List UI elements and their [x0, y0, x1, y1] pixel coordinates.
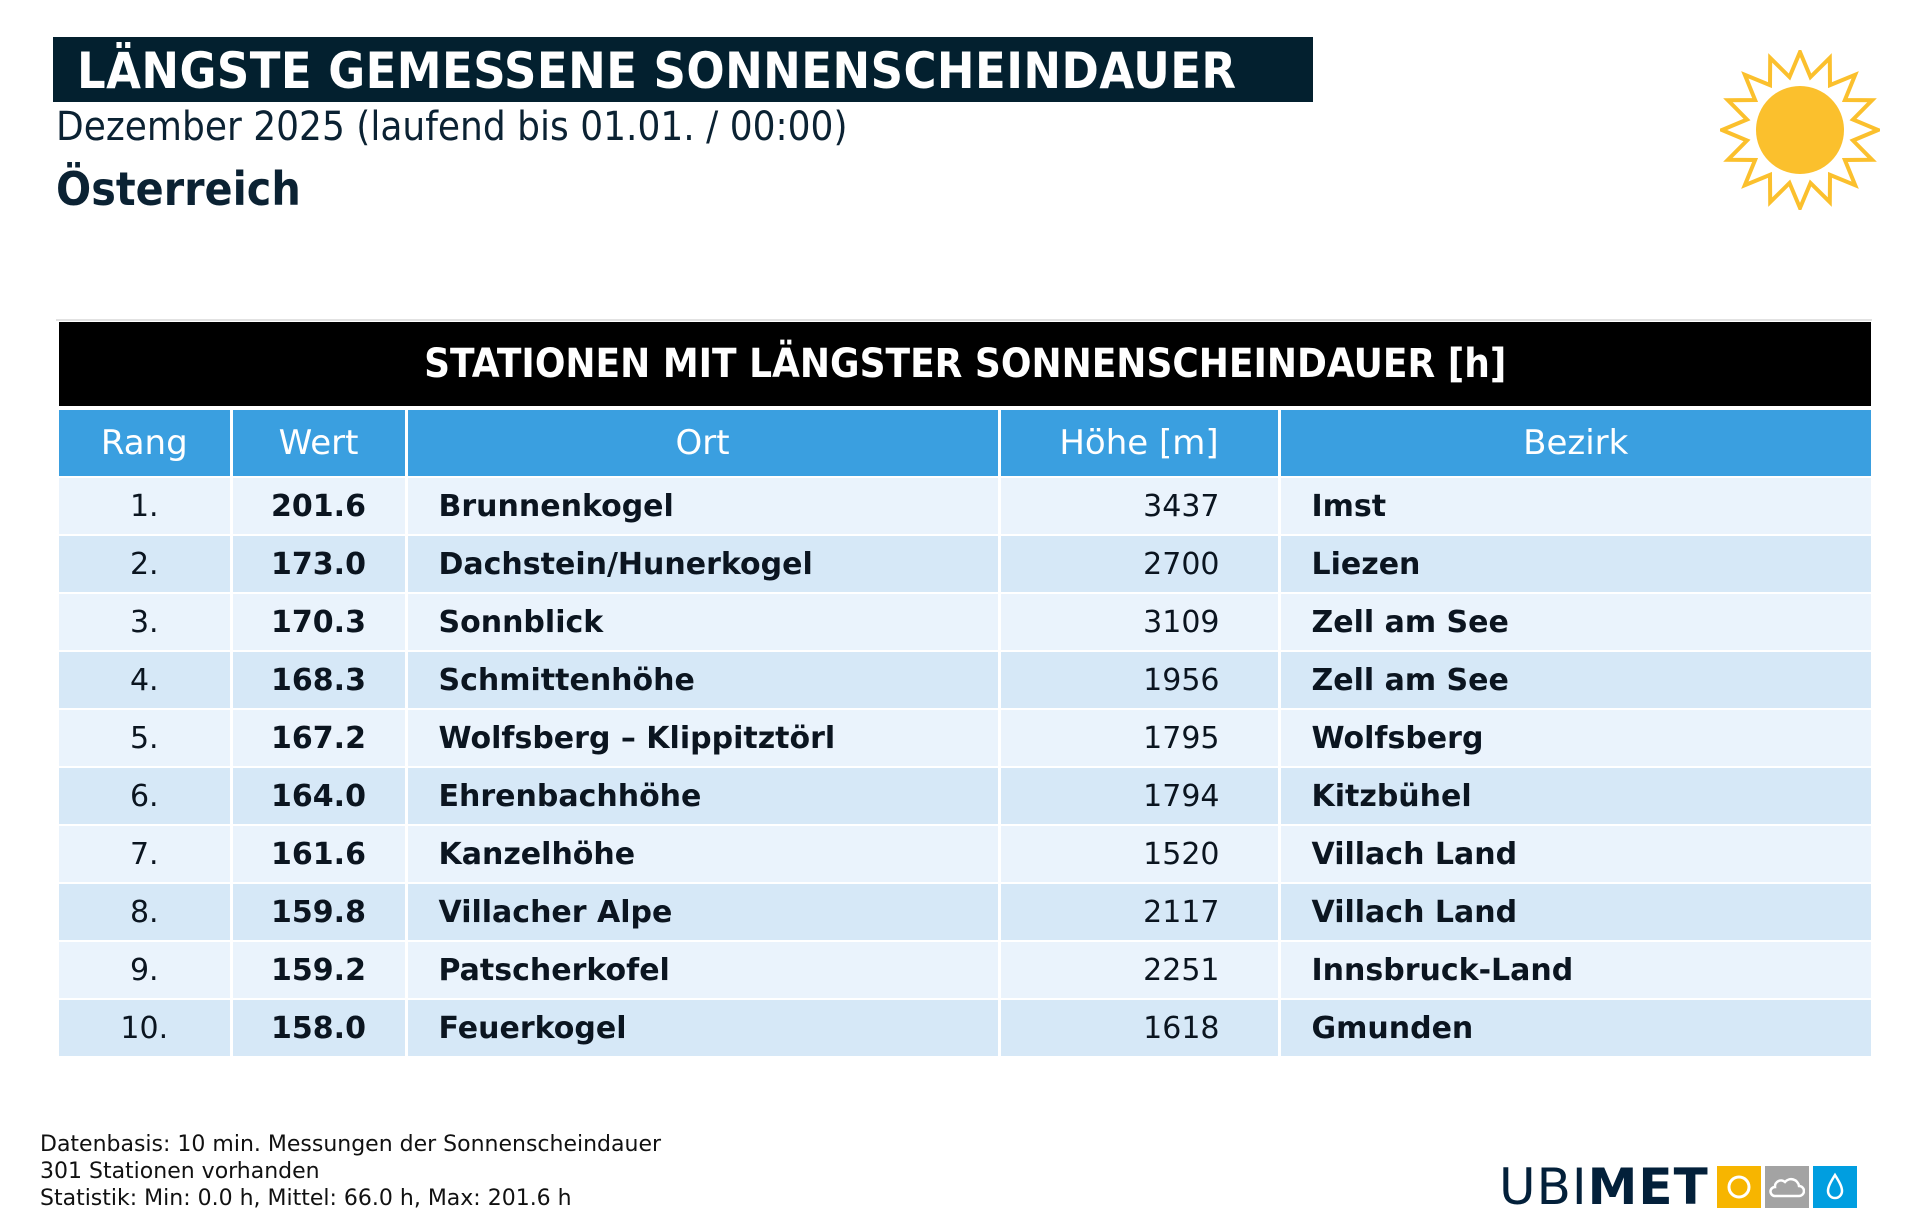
- station-cell: Villacher Alpe: [404, 882, 999, 941]
- footer-notes: Datenbasis: 10 min. Messungen der Sonnen…: [40, 1131, 661, 1212]
- rank-cell: 1.: [59, 476, 231, 535]
- table-row: 3. 170.3 Sonnblick 3109 Zell am See: [59, 592, 1871, 651]
- value-cell: 158.0: [229, 998, 406, 1056]
- district-cell: Innsbruck-Land: [1277, 940, 1871, 999]
- table-row: 10. 158.0 Feuerkogel 1618 Gmunden: [59, 998, 1871, 1056]
- stations-table: Rang Wert Ort Höhe [m] Bezirk 1. 201.6 Bru…: [59, 410, 1871, 1056]
- altitude-cell: 2251: [997, 940, 1279, 999]
- column-header-ort: Ort: [404, 410, 999, 477]
- table-row: 9. 159.2 Patscherkofel 2251 Innsbruck-Land: [59, 940, 1871, 999]
- altitude-cell: 3437: [997, 476, 1279, 535]
- footer-line-data-basis: Datenbasis: 10 min. Messungen der Sonnen…: [40, 1132, 662, 1157]
- altitude-cell: 1794: [997, 766, 1279, 825]
- rank-cell: 9.: [59, 940, 231, 999]
- table-title-text: STATIONEN MIT LÄNGSTER SONNENSCHEINDAUER…: [423, 341, 1507, 387]
- station-cell: Wolfsberg – Klippitztörl: [404, 708, 999, 767]
- column-header-hoehe: Höhe [m]: [997, 410, 1279, 477]
- district-cell: Villach Land: [1277, 882, 1871, 941]
- district-cell: Zell am See: [1277, 592, 1871, 651]
- rank-cell: 4.: [59, 650, 231, 709]
- column-header-bezirk: Bezirk: [1277, 410, 1871, 477]
- rank-cell: 3.: [59, 592, 231, 651]
- drop-icon: [1812, 1166, 1857, 1208]
- table-row: 8. 159.8 Villacher Alpe 2117 Villach Land: [59, 882, 1871, 941]
- station-cell: Brunnenkogel: [404, 476, 999, 535]
- rank-cell: 2.: [59, 534, 231, 593]
- district-cell: Imst: [1277, 476, 1871, 535]
- table-title: STATIONEN MIT LÄNGSTER SONNENSCHEINDAUER…: [59, 322, 1871, 406]
- table-row: 6. 164.0 Ehrenbachhöhe 1794 Kitzbühel: [59, 766, 1871, 825]
- station-cell: Kanzelhöhe: [404, 824, 999, 883]
- page-subtitle: Dezember 2025 (laufend bis 01.01. / 00:0…: [56, 104, 848, 150]
- value-cell: 161.6: [229, 824, 406, 883]
- district-cell: Liezen: [1277, 534, 1871, 593]
- region-label: Österreich: [56, 162, 301, 216]
- title-banner: LÄNGSTE GEMESSENE SONNENSCHEINDAUER: [53, 37, 1313, 102]
- rank-cell: 5.: [59, 708, 231, 767]
- district-cell: Gmunden: [1277, 998, 1871, 1056]
- cloud-icon: [1764, 1166, 1809, 1208]
- district-cell: Villach Land: [1277, 824, 1871, 883]
- table-row: 4. 168.3 Schmittenhöhe 1956 Zell am See: [59, 650, 1871, 709]
- column-header-wert: Wert: [229, 410, 406, 477]
- footer-line-stations: 301 Stationen vorhanden: [40, 1159, 320, 1184]
- table-row: 7. 161.6 Kanzelhöhe 1520 Villach Land: [59, 824, 1871, 883]
- altitude-cell: 1618: [997, 998, 1279, 1056]
- column-header-rang: Rang: [59, 410, 231, 477]
- table-row: 1. 201.6 Brunnenkogel 3437 Imst: [59, 476, 1871, 535]
- station-cell: Feuerkogel: [404, 998, 999, 1056]
- station-cell: Schmittenhöhe: [404, 650, 999, 709]
- ubimet-logo: UBIMET: [1499, 1162, 1857, 1212]
- altitude-cell: 3109: [997, 592, 1279, 651]
- altitude-cell: 2117: [997, 882, 1279, 941]
- table-header-row: Rang Wert Ort Höhe [m] Bezirk: [59, 410, 1871, 477]
- altitude-cell: 1795: [997, 708, 1279, 767]
- station-cell: Patscherkofel: [404, 940, 999, 999]
- station-cell: Ehrenbachhöhe: [404, 766, 999, 825]
- altitude-cell: 1520: [997, 824, 1279, 883]
- rank-cell: 8.: [59, 882, 231, 941]
- value-cell: 167.2: [229, 708, 406, 767]
- sun-rays: [1720, 50, 1880, 210]
- rank-cell: 10.: [59, 998, 231, 1056]
- table-row: 2. 173.0 Dachstein/Hunerkogel 2700 Liezen: [59, 534, 1871, 593]
- sun-icon: [1720, 50, 1880, 210]
- value-cell: 170.3: [229, 592, 406, 651]
- station-cell: Dachstein/Hunerkogel: [404, 534, 999, 593]
- value-cell: 168.3: [229, 650, 406, 709]
- table-row: 5. 167.2 Wolfsberg – Klippitztörl 1795 Wolfs…: [59, 708, 1871, 767]
- altitude-cell: 2700: [997, 534, 1279, 593]
- value-cell: 201.6: [229, 476, 406, 535]
- district-cell: Zell am See: [1277, 650, 1871, 709]
- district-cell: Kitzbühel: [1277, 766, 1871, 825]
- footer-line-statistics: Statistik: Min: 0.0 h, Mittel: 66.0 h, M…: [40, 1186, 572, 1211]
- value-cell: 164.0: [229, 766, 406, 825]
- value-cell: 159.8: [229, 882, 406, 941]
- station-cell: Sonnblick: [404, 592, 999, 651]
- altitude-cell: 1956: [997, 650, 1279, 709]
- sun-icon: [1716, 1166, 1761, 1208]
- page-title: LÄNGSTE GEMESSENE SONNENSCHEINDAUER: [77, 42, 1237, 100]
- rank-cell: 7.: [59, 824, 231, 883]
- rank-cell: 6.: [59, 766, 231, 825]
- divider: [56, 319, 1872, 321]
- value-cell: 173.0: [229, 534, 406, 593]
- district-cell: Wolfsberg: [1277, 708, 1871, 767]
- value-cell: 159.2: [229, 940, 406, 999]
